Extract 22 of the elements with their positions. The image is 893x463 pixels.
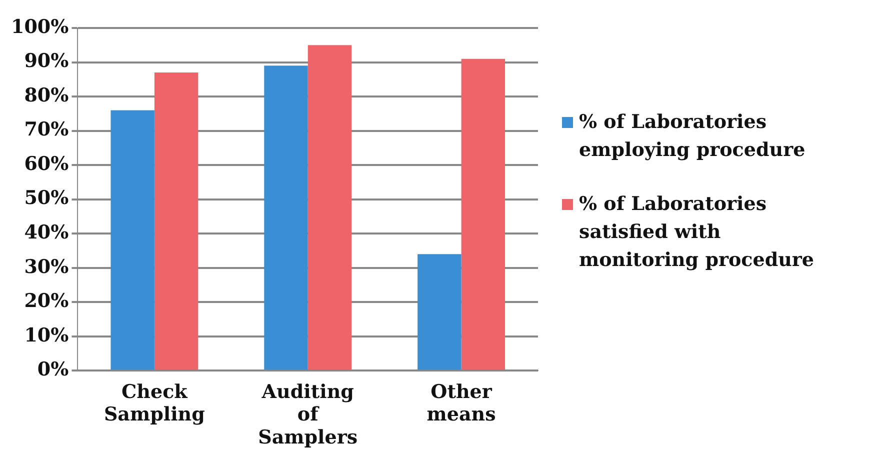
y-tick-label: 70% — [24, 118, 69, 141]
bar — [154, 72, 198, 370]
y-tick-label: 10% — [24, 324, 69, 346]
y-tick-label: 40% — [24, 221, 69, 244]
bar — [264, 66, 308, 370]
y-tick-label: 90% — [24, 50, 69, 72]
y-tick-label: 100% — [10, 16, 69, 38]
y-tick-label: 0% — [37, 358, 69, 381]
y-tick-label: 50% — [24, 187, 69, 210]
legend-label: % of Laboratories satisfied with monitoring procedure — [579, 192, 816, 273]
y-tick-label: 80% — [24, 84, 69, 106]
y-tick-label: 20% — [24, 290, 69, 312]
y-tick-label: 30% — [24, 256, 69, 278]
x-tick-label: Auditing of Samplers — [258, 380, 358, 449]
bar — [110, 110, 154, 370]
legend-label: % of Laboratories employing procedure — [579, 110, 806, 163]
bar — [461, 58, 506, 370]
x-tick-label: Other means — [426, 380, 496, 426]
x-tick-label: Check Sampling — [104, 380, 205, 426]
y-tick-label: 60% — [24, 152, 69, 175]
bar — [418, 254, 462, 370]
bar — [308, 45, 352, 370]
